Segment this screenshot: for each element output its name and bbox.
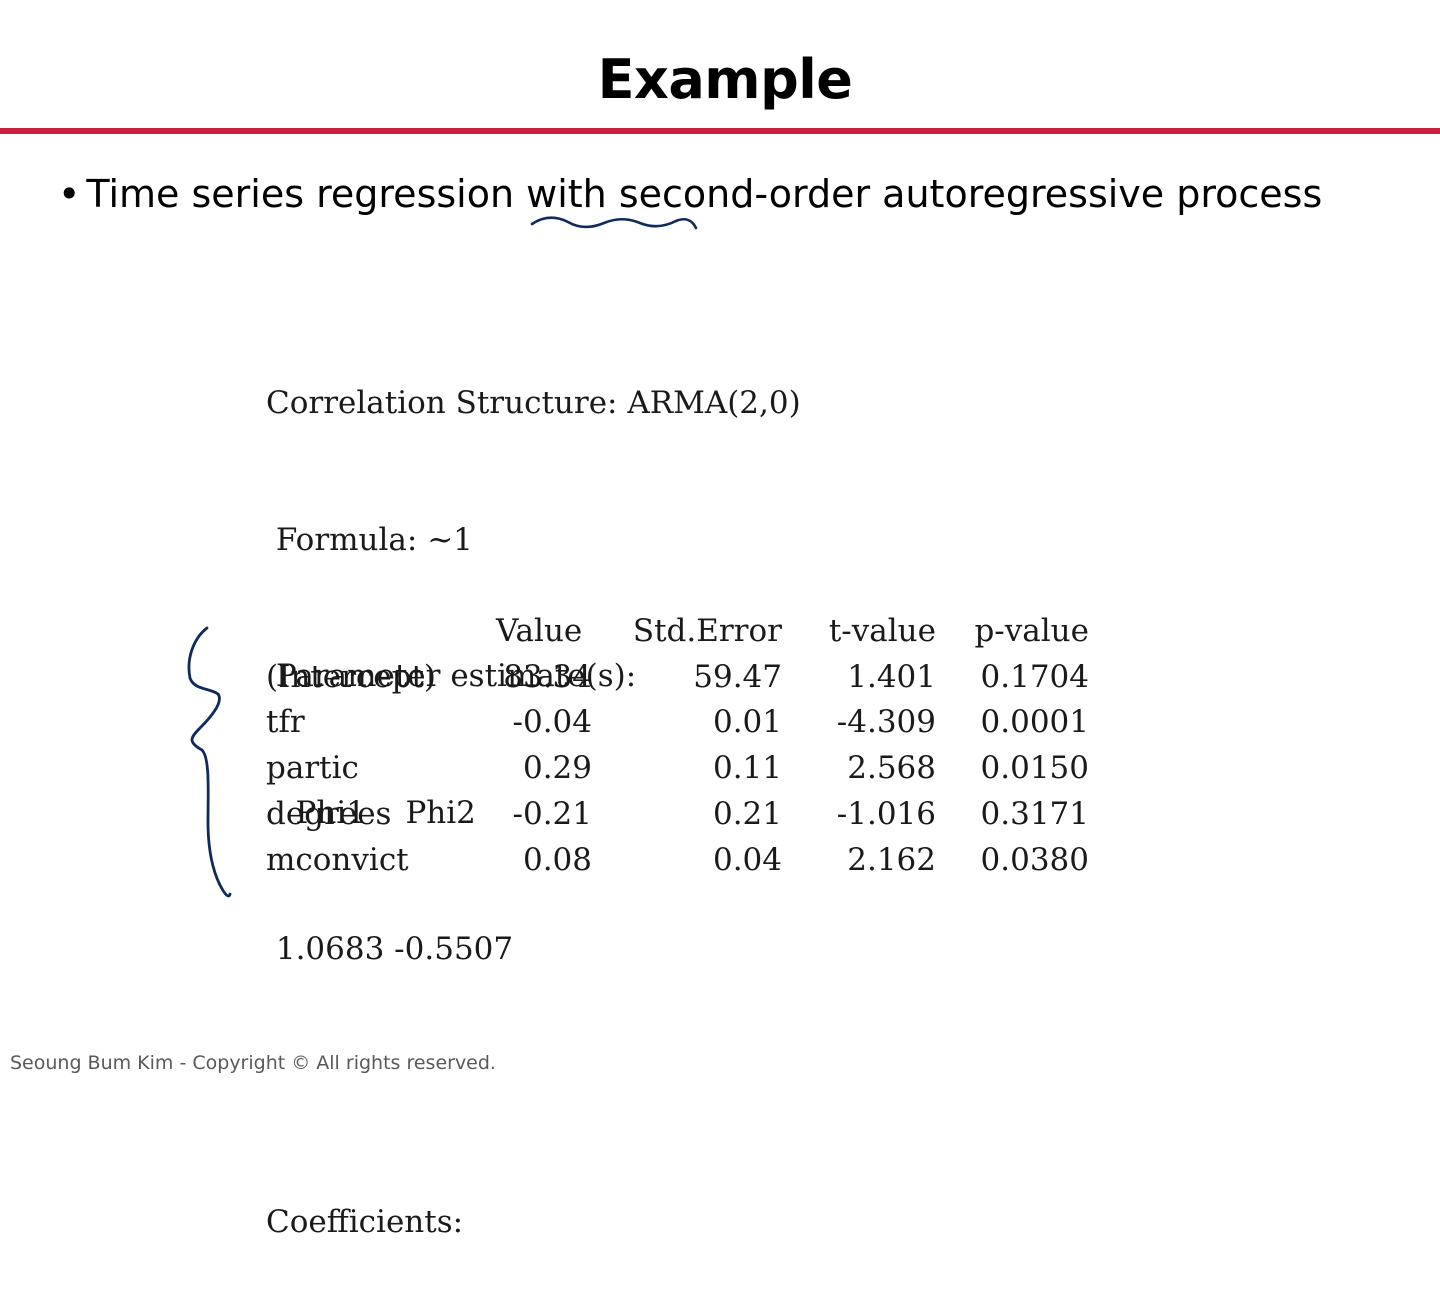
- header-label: t-value: [828, 612, 936, 649]
- table-cell: 0.11: [712, 750, 782, 787]
- table-row: degrees -0.21 0.21 -1.016 0.3171: [266, 791, 1089, 837]
- handwritten-underline: [530, 216, 698, 230]
- table-cell: 1.401: [847, 658, 936, 695]
- table-cell: -0.21: [512, 796, 593, 833]
- header-cell: [266, 608, 496, 654]
- table-cell: 0.04: [712, 841, 782, 878]
- table-cell: mconvict: [266, 841, 409, 878]
- bullet-text: Time series regression with second-order…: [86, 172, 1323, 216]
- header-cell: Value: [496, 612, 583, 649]
- output-line: Correlation Structure: ARMA(2,0): [266, 385, 801, 421]
- table-cell: 0.01: [712, 704, 782, 741]
- table-cell: 0.0150: [980, 750, 1089, 787]
- table-cell: 0.08: [522, 841, 592, 878]
- output-line: Formula: ~1: [266, 521, 473, 558]
- table-cell: 0.0380: [980, 841, 1089, 878]
- table-cell: tfr: [266, 704, 305, 741]
- table-cell: (Intercept): [266, 658, 437, 695]
- header-cell: t-value: [782, 608, 936, 654]
- slide-title: Example: [597, 48, 853, 111]
- output-line: Coefficients:: [266, 1204, 464, 1240]
- table-cell: 0.3171: [980, 796, 1089, 833]
- header-cell: p-value: [936, 608, 1089, 654]
- copyright-footer: Seoung Bum Kim - Copyright © All rights …: [10, 1052, 496, 1074]
- header-cell: Std.Error: [592, 608, 782, 654]
- output-line: Phi1 Phi2: [266, 794, 476, 831]
- table-cell: -1.016: [836, 796, 936, 833]
- table-cell: -4.309: [836, 704, 936, 741]
- table-cell: 0.1704: [980, 658, 1089, 695]
- handwritten-brace: [187, 626, 232, 898]
- table-cell: 0.0001: [980, 704, 1089, 741]
- header-label: p-value: [974, 612, 1089, 649]
- output-line: Parameter estimate(s):: [266, 658, 637, 694]
- table-row: tfr -0.04 0.01 -4.309 0.0001: [266, 700, 1089, 746]
- coefficients-table: Value Std.Error t-value p-value (Interce…: [266, 608, 1089, 883]
- bullet-point: • Time series regression with second-orde…: [58, 172, 1322, 216]
- table-cell: -0.04: [512, 704, 593, 741]
- output-line: 1.0683 -0.5507: [266, 931, 514, 967]
- table-cell: 83.34: [503, 658, 592, 695]
- bullet-symbol: •: [58, 172, 81, 216]
- table-row: mconvict 0.08 0.04 2.162 0.0380: [266, 837, 1089, 883]
- table-row: partic 0.29 0.11 2.568 0.0150: [266, 745, 1089, 791]
- title-divider: [0, 128, 1440, 134]
- table-cell: 59.47: [693, 658, 782, 695]
- table-cell: 0.21: [712, 796, 782, 833]
- table-cell: 2.162: [847, 841, 936, 878]
- header-label: Std.Error: [632, 612, 782, 649]
- model-output: Correlation Structure: ARMA(2,0) Formula…: [266, 290, 801, 1291]
- table-cell: degrees: [266, 796, 392, 833]
- table-cell: partic: [266, 750, 359, 787]
- table-cell: 0.29: [522, 750, 592, 787]
- table-row: (Intercept) 83.34 59.47 1.401 0.1704: [266, 654, 1089, 700]
- table-cell: 2.568: [847, 750, 936, 787]
- table-header-row: Value Std.Error t-value p-value: [266, 608, 1089, 654]
